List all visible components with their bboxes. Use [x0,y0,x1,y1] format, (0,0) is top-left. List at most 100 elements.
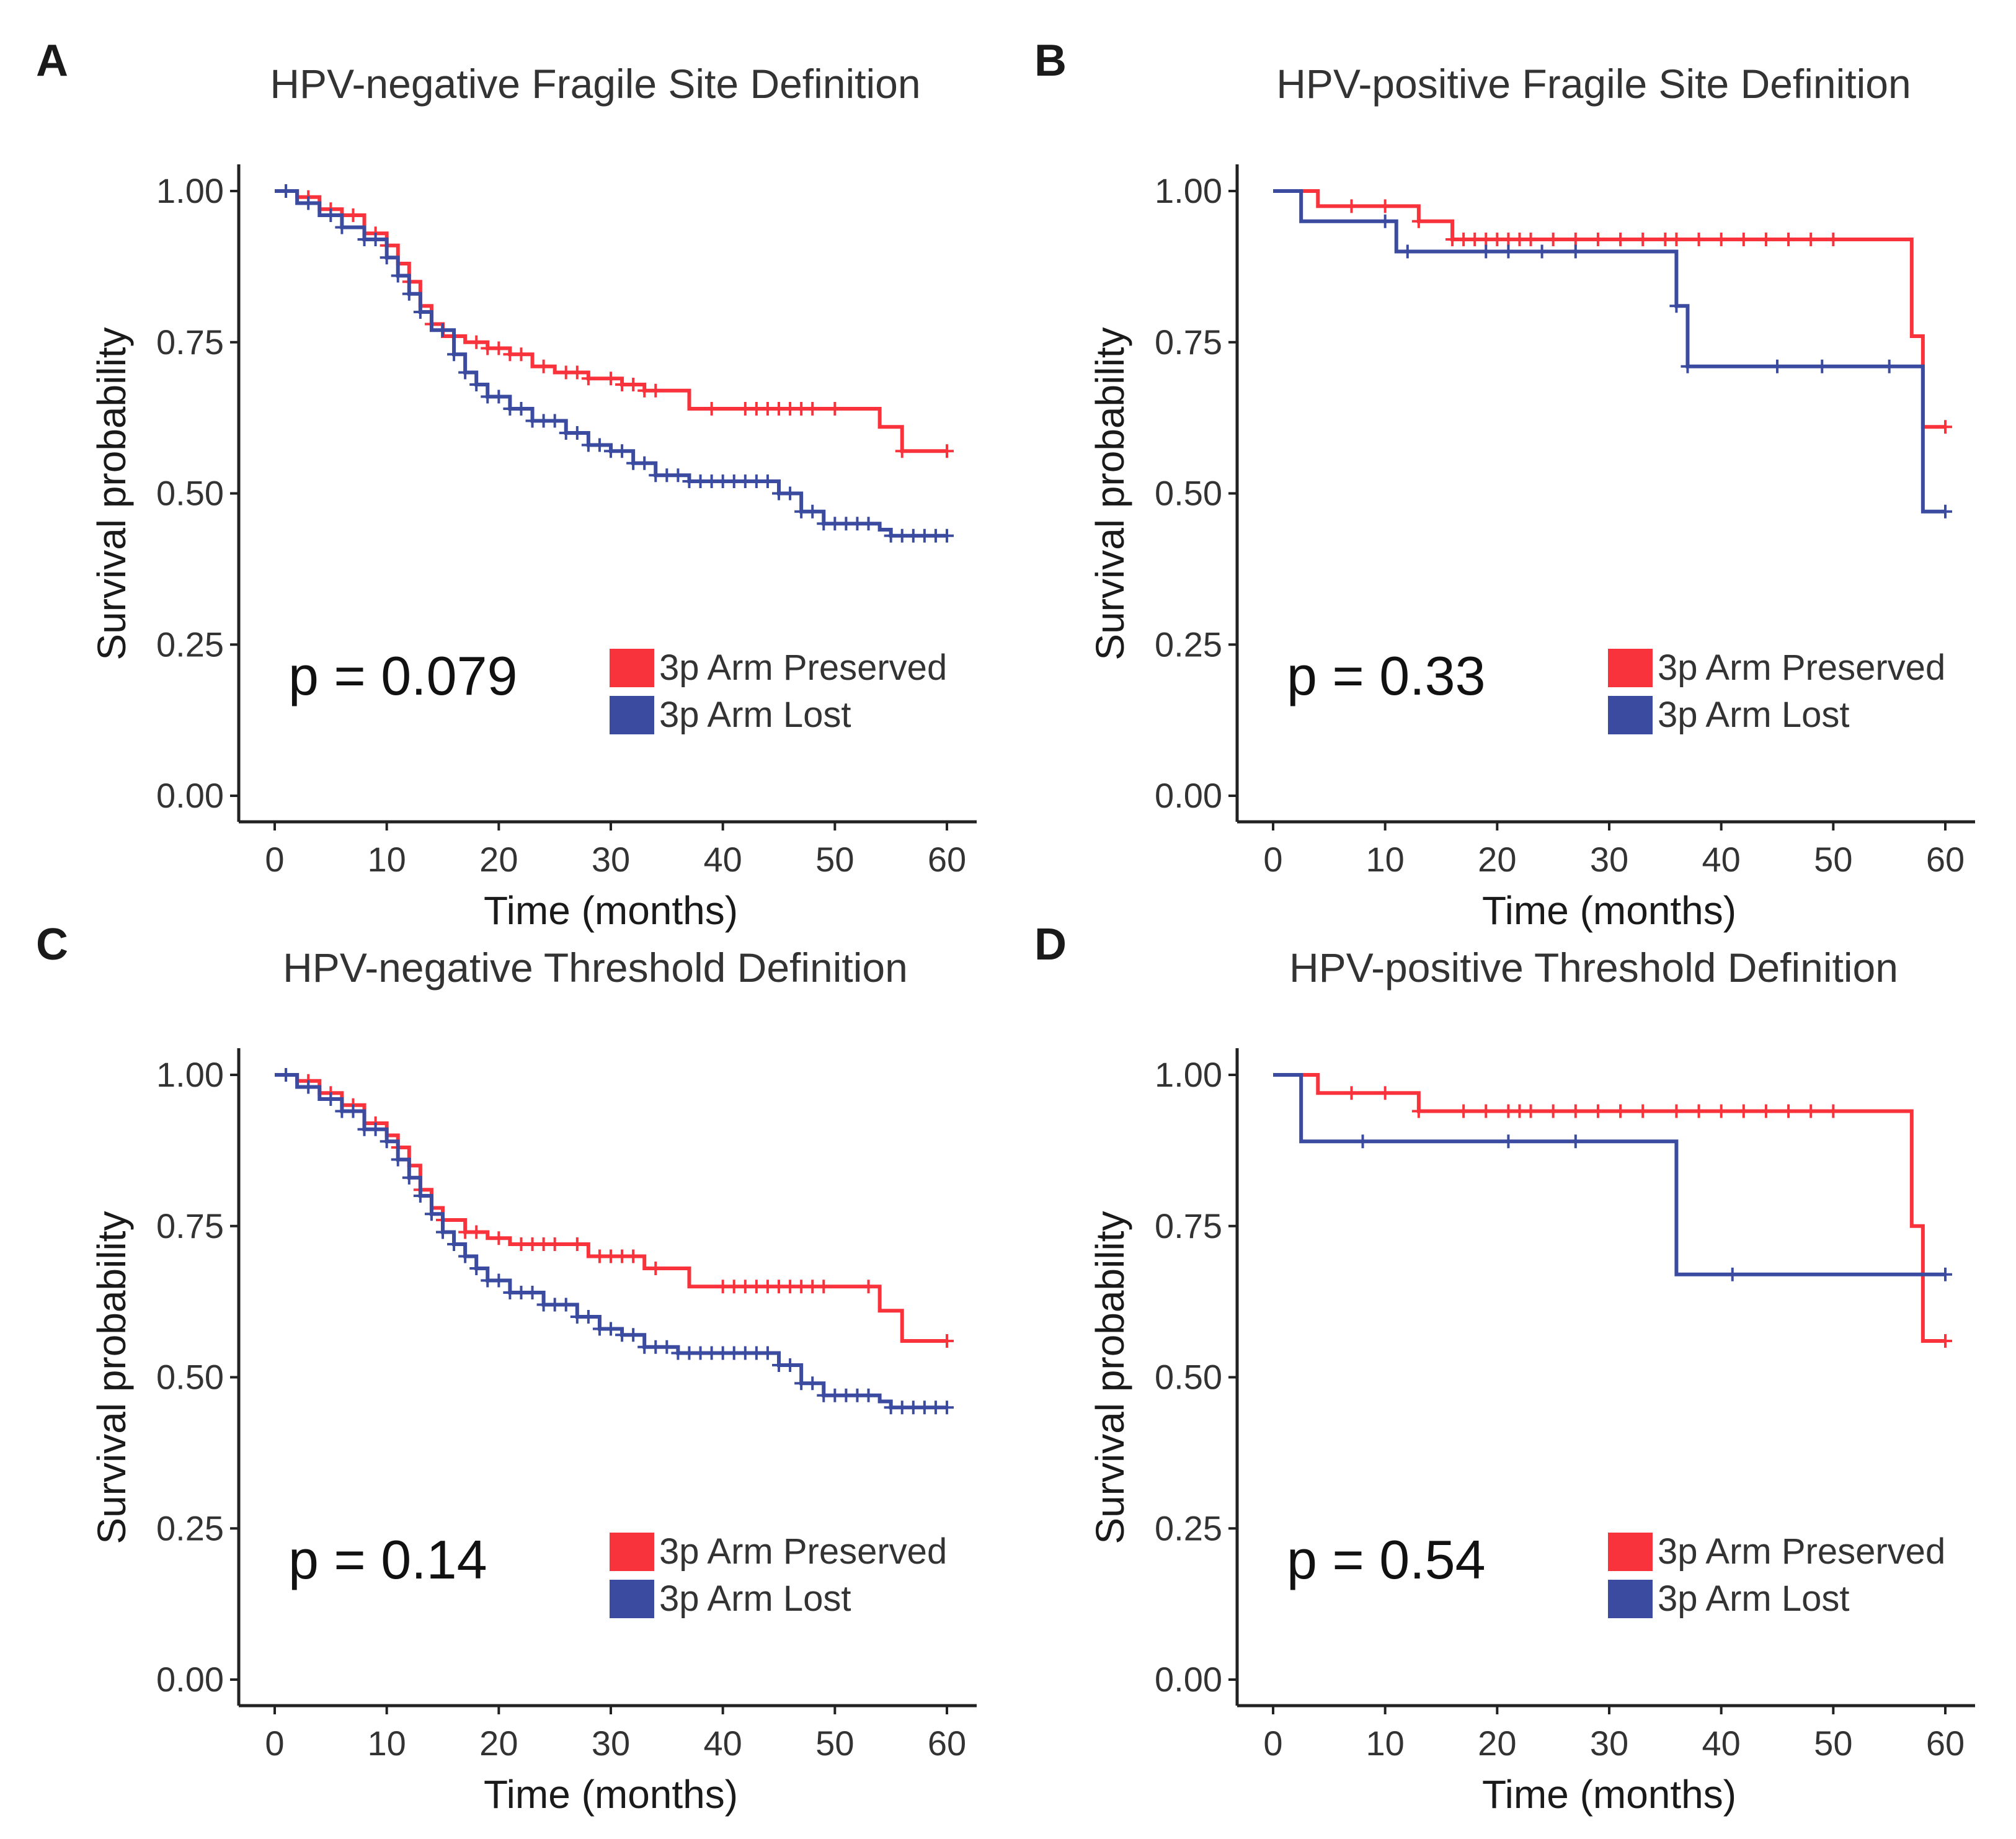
y-tick-label: 0.75 [1155,1206,1222,1245]
y-tick-label: 0.00 [1155,776,1222,815]
censor-mark [1636,1104,1650,1118]
y-tick-label: 0.75 [1155,323,1222,362]
panel-letter: D [1034,920,1067,969]
panel-title: HPV-positive Fragile Site Definition [1276,61,1911,107]
censor-mark [402,287,416,301]
x-tick-label: 10 [368,840,406,879]
x-tick-label: 30 [592,840,630,879]
y-tick-label: 0.50 [156,474,224,513]
censor-mark [570,365,584,380]
censor-mark [1725,1267,1739,1281]
censor-mark [469,1262,484,1275]
censor-mark [1546,233,1560,246]
x-tick-label: 40 [1702,840,1741,879]
censor-mark [469,1225,484,1239]
panel-b: B HPV-positive Fragile Site Definition 0.0… [1034,36,1975,933]
censor-mark [1669,299,1684,313]
censor-mark [413,1189,427,1203]
y-axis-label: Survival probability [89,327,134,660]
legend-label: 3p Arm Lost [659,1579,851,1619]
x-tick-label: 50 [1814,840,1852,879]
legend-label: 3p Arm Preserved [659,1531,947,1572]
km-series-preserved [1273,1073,1952,1348]
censor-mark [570,1237,584,1251]
censor-mark [1692,233,1706,246]
p-value-label: p = 0.54 [1287,1529,1486,1590]
x-axis-label: Time (months) [484,888,738,933]
censor-mark [626,378,641,391]
censor-mark [760,1346,775,1360]
x-tick-label: 30 [592,1724,630,1763]
legend-label: 3p Arm Preserved [659,648,947,688]
censor-mark [649,383,663,398]
censor-mark [536,359,551,373]
censor-mark [1938,504,1952,519]
survival-curve [1273,1073,1945,1276]
censor-mark [559,1298,573,1312]
legend: 3p Arm Preserved 3p Arm Lost [1608,648,1945,735]
censor-mark [1568,1134,1583,1149]
censor-mark [1501,1134,1516,1149]
panel-title: HPV-negative Fragile Site Definition [270,61,920,107]
censor-mark [380,1134,394,1149]
censor-mark [940,528,954,543]
censor-mark [1714,233,1728,246]
censor-mark [581,372,595,386]
y-tick-label: 1.00 [1155,1055,1222,1094]
censor-mark [413,305,427,319]
x-tick-label: 30 [1590,840,1628,879]
censor-mark [806,504,820,519]
censor-mark [817,1280,831,1294]
censor-mark [447,1237,461,1251]
legend-swatch [610,1533,654,1571]
panel-title: HPV-positive Threshold Definition [1289,945,1898,991]
censor-mark [1938,1267,1952,1281]
censor-mark [671,468,685,483]
x-tick-label: 0 [265,1724,284,1763]
censor-mark [1457,1104,1471,1118]
censor-mark [391,1152,405,1167]
censor-mark [514,347,528,362]
legend-label: 3p Arm Preserved [1658,1531,1945,1572]
censor-mark [1636,233,1650,246]
censor-mark [1938,420,1952,434]
censor-mark [637,456,652,470]
x-tick-label: 0 [1263,840,1282,879]
y-axis-label: Survival probability [1088,327,1132,660]
censor-mark [1782,1104,1796,1118]
censor-mark [1591,1104,1605,1118]
censor-mark [514,402,528,416]
km-series-lost [275,1068,954,1415]
censor-mark [806,402,820,416]
censor-mark [940,1400,954,1415]
x-tick-label: 20 [479,840,518,879]
censor-mark [324,208,338,222]
censor-mark [1378,1086,1392,1100]
censor-mark [1411,1104,1426,1118]
censor-mark [660,1340,674,1354]
x-tick-label: 0 [265,840,284,879]
x-tick-label: 20 [479,1724,518,1763]
x-tick-label: 20 [1478,840,1516,879]
x-tick-label: 40 [1702,1724,1741,1763]
censor-mark [940,444,954,458]
censor-mark [279,1068,293,1082]
censor-mark [649,1262,663,1275]
legend-label: 3p Arm Lost [1658,695,1849,735]
y-tick-label: 0.25 [1155,1508,1222,1547]
censor-mark [626,1328,641,1342]
censor-mark [346,1104,360,1118]
censor-mark [1759,1104,1773,1118]
legend: 3p Arm Preserved 3p Arm Lost [610,1531,947,1619]
y-tick-label: 0.50 [1155,474,1222,513]
censor-mark [1736,1104,1751,1118]
censor-mark [592,438,606,452]
censor-mark [368,233,383,246]
censor-mark [1591,233,1605,246]
censor-mark [1568,244,1583,259]
survival-curve [1273,189,1945,429]
x-tick-label: 20 [1478,1724,1516,1763]
censor-mark [492,341,506,355]
censor-mark [279,184,293,198]
panel-letter: B [1034,36,1067,86]
